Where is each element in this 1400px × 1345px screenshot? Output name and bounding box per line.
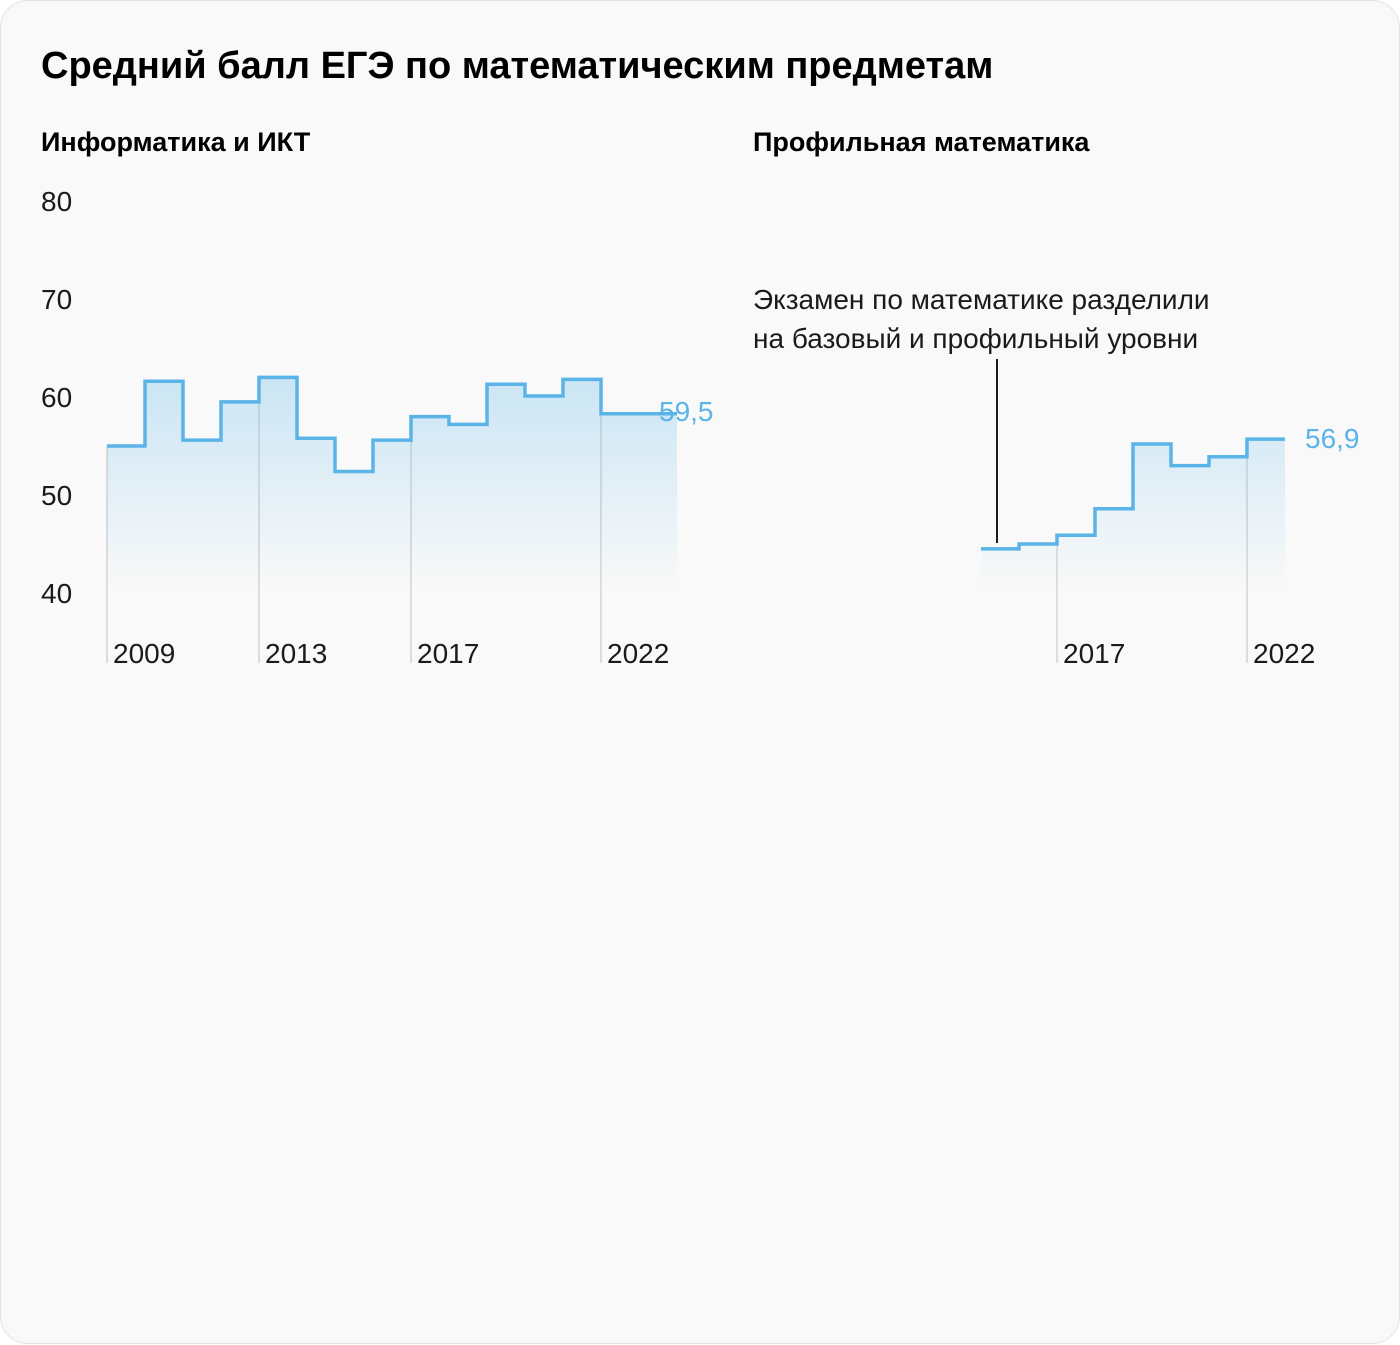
annotation-line-2: на базовый и профильный уровни	[753, 323, 1198, 354]
left-subtitle: Информатика и ИКТ	[41, 127, 311, 157]
y-tick-40: 40	[41, 578, 72, 609]
y-tick-70: 70	[41, 284, 72, 315]
y-tick-60: 60	[41, 382, 72, 413]
left-x-axis: 2009 2013 2017 2022	[113, 638, 669, 669]
x-tick-2022-right: 2022	[1253, 638, 1315, 669]
chart-title: Средний балл ЕГЭ по математическим предм…	[41, 45, 993, 87]
x-tick-2017-right: 2017	[1063, 638, 1125, 669]
left-chart: Информатика и ИКТ 80 70 60 50 40 59,5 20…	[41, 127, 714, 669]
right-subtitle: Профильная математика	[753, 127, 1090, 157]
right-chart: Профильная математика Экзамен по математ…	[753, 127, 1360, 669]
y-tick-50: 50	[41, 480, 72, 511]
annotation-line-1: Экзамен по математике разделили	[753, 284, 1210, 315]
left-area	[107, 377, 677, 591]
x-tick-2022: 2022	[607, 638, 669, 669]
right-series-line	[981, 437, 1285, 551]
left-series-line	[107, 375, 677, 474]
x-tick-2013: 2013	[265, 638, 327, 669]
x-tick-2009: 2009	[113, 638, 175, 669]
y-tick-80: 80	[41, 186, 72, 217]
right-area	[981, 439, 1285, 591]
x-tick-2017: 2017	[417, 638, 479, 669]
right-x-axis: 2017 2022	[1063, 638, 1315, 669]
left-last-value-label: 59,5	[659, 396, 714, 427]
left-y-axis: 80 70 60 50 40	[41, 186, 72, 609]
right-last-value-label: 56,9	[1305, 423, 1360, 454]
